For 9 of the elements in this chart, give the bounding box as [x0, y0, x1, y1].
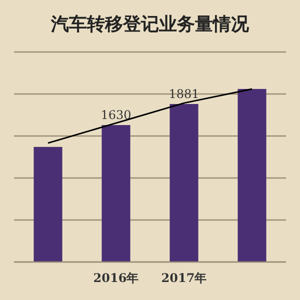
- bar: [170, 104, 198, 262]
- data-label: 1630: [100, 108, 132, 122]
- chart-title: 汽车转移登记业务量情况: [50, 14, 250, 35]
- bar: [102, 125, 130, 262]
- bar: [238, 88, 266, 262]
- x-tick-label: 2016年: [93, 271, 139, 285]
- bar: [34, 146, 62, 262]
- data-label: 1881: [168, 86, 200, 101]
- x-tick-label: 2017年: [161, 271, 207, 285]
